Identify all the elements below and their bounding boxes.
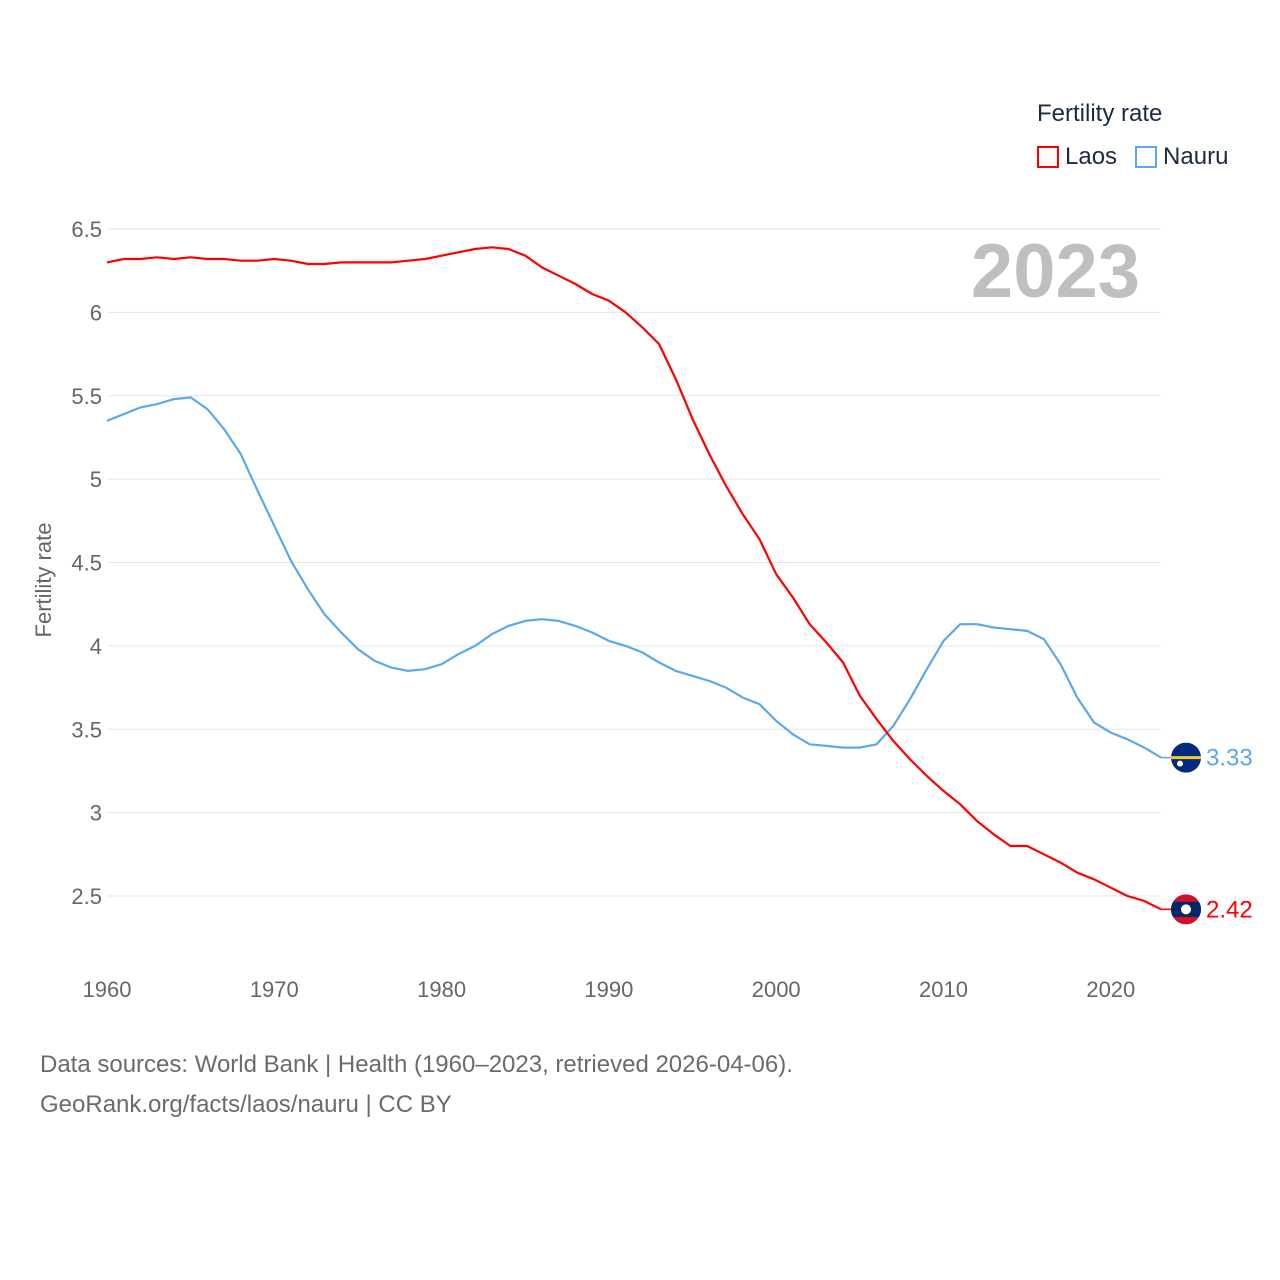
y-tick-label: 6 xyxy=(90,300,102,325)
current-year-label: 2023 xyxy=(970,229,1140,314)
y-tick-label: 4.5 xyxy=(71,551,102,576)
y-tick-label: 3.5 xyxy=(71,717,102,742)
y-tick-label: 2.5 xyxy=(71,884,102,909)
legend-item-nauru[interactable]: Nauru xyxy=(1135,143,1228,171)
y-tick-label: 4 xyxy=(90,634,102,659)
y-tick-label: 6.5 xyxy=(71,217,102,242)
end-value-label-laos: 2.42 xyxy=(1206,896,1253,923)
y-tick-label: 3 xyxy=(90,801,102,826)
legend-label-laos: Laos xyxy=(1065,143,1118,170)
legend-label-nauru: Nauru xyxy=(1163,143,1229,170)
x-tick-label: 1970 xyxy=(250,977,299,1002)
source-link[interactable]: GeoRank.org/facts/laos/nauru | CC BY xyxy=(40,1091,452,1118)
legend-swatch-laos xyxy=(1037,146,1059,168)
legend-item-laos[interactable]: Laos xyxy=(1037,143,1117,171)
x-tick-label: 1980 xyxy=(417,977,466,1002)
source-note: Data sources: World Bank | Health (1960–… xyxy=(40,1045,793,1125)
end-value-label-nauru: 3.33 xyxy=(1206,745,1253,772)
source-line: Data sources: World Bank | Health (1960–… xyxy=(40,1051,793,1078)
nauru-flag-icon xyxy=(1171,742,1201,773)
legend: Laos Nauru xyxy=(1037,143,1228,171)
legend-title: Fertility rate xyxy=(1037,100,1163,127)
x-tick-label: 1990 xyxy=(584,977,633,1002)
y-tick-label: 5 xyxy=(90,467,102,492)
y-tick-label: 5.5 xyxy=(71,384,102,409)
x-tick-label: 2010 xyxy=(919,977,968,1002)
x-tick-label: 2000 xyxy=(752,977,801,1002)
series-line-nauru xyxy=(106,396,1162,759)
series-line-laos xyxy=(106,246,1162,911)
y-axis-label: Fertility rate xyxy=(31,523,56,638)
x-tick-label: 1960 xyxy=(83,977,132,1002)
x-tick-label: 2020 xyxy=(1086,977,1135,1002)
legend-swatch-nauru xyxy=(1135,146,1158,168)
laos-flag-icon xyxy=(1171,894,1201,925)
